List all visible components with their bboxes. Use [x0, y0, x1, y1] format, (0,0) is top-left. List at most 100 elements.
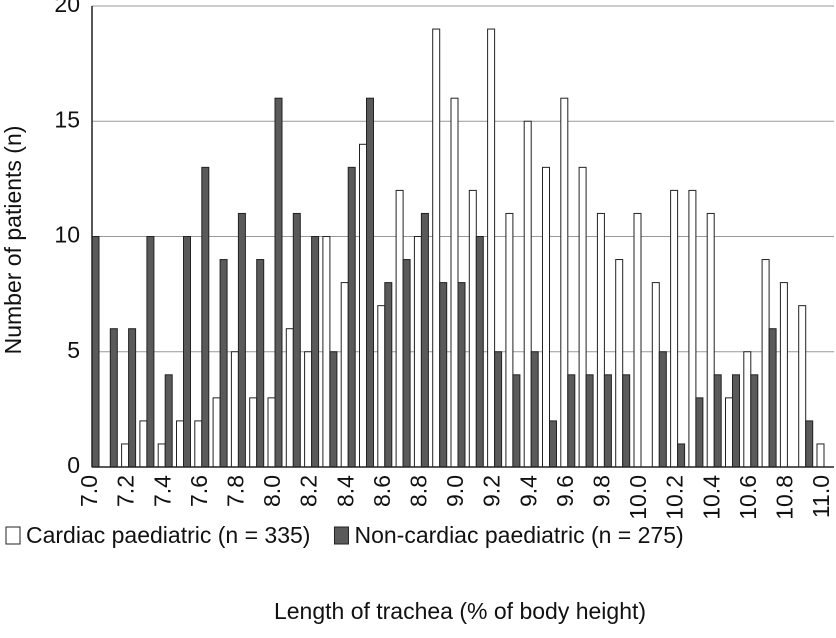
legend-label: Non-cardiac paediatric (n = 275) — [354, 522, 683, 548]
bar — [91, 236, 100, 468]
bar — [274, 97, 283, 468]
x-tick-label: 8.8 — [405, 475, 431, 507]
bar — [688, 189, 697, 468]
bar — [230, 351, 239, 468]
bar — [732, 374, 740, 468]
y-axis-title: Number of patients (n) — [0, 126, 26, 355]
x-tick-label: 10.8 — [771, 475, 797, 520]
bar — [743, 351, 752, 468]
bar — [530, 351, 539, 468]
bar — [750, 374, 759, 468]
bar — [384, 282, 393, 468]
bar — [311, 236, 320, 468]
bar — [304, 351, 313, 468]
bar — [139, 420, 148, 468]
x-tick-label: 7.4 — [149, 475, 175, 507]
bar — [359, 143, 367, 468]
bar — [183, 236, 191, 468]
bar — [128, 328, 137, 468]
bar — [468, 189, 477, 468]
bar — [329, 351, 338, 468]
bar — [651, 282, 660, 468]
bar — [121, 443, 130, 468]
bar — [109, 328, 118, 468]
x-tick-label: 10.6 — [735, 475, 761, 520]
legend-swatch — [333, 526, 349, 545]
x-tick-label: 7.8 — [222, 475, 248, 507]
bar — [292, 212, 301, 468]
bar — [420, 212, 429, 468]
bar — [805, 420, 814, 468]
bar — [695, 397, 704, 468]
bar — [603, 374, 612, 468]
x-tick-label: 8.6 — [369, 475, 395, 507]
x-tick-label: 9.0 — [442, 475, 468, 507]
bar — [146, 236, 155, 468]
bar — [157, 443, 166, 468]
bar — [432, 28, 441, 468]
bar — [267, 397, 276, 468]
y-tick-label: 10 — [54, 222, 80, 248]
x-tick-label: 10.4 — [698, 475, 724, 520]
bar — [439, 282, 448, 468]
x-tick-label: 9.4 — [515, 475, 541, 507]
x-tick-label: 7.2 — [113, 475, 139, 507]
bar — [816, 443, 825, 468]
bar — [713, 374, 722, 468]
x-axis-title: Length of trachea (% of body height) — [274, 598, 646, 624]
x-tick-label: 9.2 — [479, 475, 505, 507]
bar — [366, 97, 374, 468]
x-tick-label: 8.2 — [296, 475, 322, 507]
bar — [596, 212, 605, 468]
x-tick-label: 8.0 — [259, 475, 285, 507]
bar — [487, 28, 496, 468]
x-tick-label: 7.0 — [76, 475, 102, 507]
bar — [475, 236, 484, 468]
bar — [779, 282, 788, 468]
bar — [505, 212, 514, 468]
bar — [237, 212, 246, 468]
y-tick-label: 0 — [67, 452, 80, 478]
bar — [615, 259, 624, 468]
bar — [494, 351, 503, 468]
x-tick-label: 9.8 — [588, 475, 614, 507]
bar — [249, 397, 258, 468]
x-tick-label: 7.6 — [186, 475, 212, 507]
y-tick-label: 15 — [54, 106, 80, 132]
bar — [219, 259, 228, 468]
legend-label: Cardiac paediatric (n = 335) — [26, 522, 310, 548]
bar — [347, 166, 356, 468]
bar — [798, 305, 807, 468]
x-tick-label: 10.0 — [625, 475, 651, 520]
bar — [706, 212, 715, 468]
bar — [256, 259, 265, 468]
bar — [377, 305, 386, 468]
bar — [164, 374, 173, 468]
bar — [542, 166, 550, 468]
bar — [585, 374, 594, 468]
bar — [567, 374, 576, 468]
x-tick-label: 8.4 — [332, 475, 358, 507]
bar — [768, 328, 777, 468]
bar — [633, 212, 642, 468]
bar — [560, 97, 569, 468]
bar — [549, 420, 557, 468]
y-tick-label: 20 — [54, 0, 80, 17]
bar — [457, 282, 466, 468]
bar — [578, 166, 587, 468]
bar — [201, 166, 210, 468]
bar — [670, 189, 679, 468]
bar — [194, 420, 203, 468]
legend-swatch — [5, 526, 21, 545]
bar — [413, 236, 422, 468]
y-tick-label: 5 — [67, 337, 80, 363]
bar — [212, 397, 221, 468]
bar — [658, 351, 667, 468]
bar — [322, 236, 331, 468]
bar — [450, 97, 459, 468]
x-tick-label: 10.2 — [662, 475, 688, 520]
bar — [761, 259, 770, 468]
bar — [176, 420, 184, 468]
bar — [725, 397, 733, 468]
